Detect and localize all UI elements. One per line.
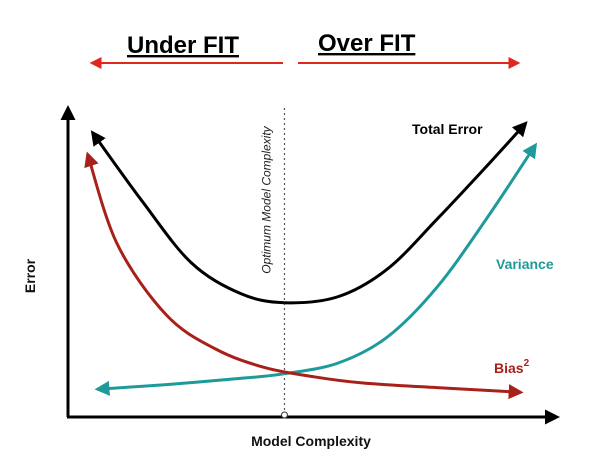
series-total-error-line [90,121,528,305]
x-axis-label: Model Complexity [251,433,371,449]
bias-label-superscript: 2 [524,358,530,369]
y-axis-label: Error [22,258,38,293]
bias-label-text: Bias [494,360,524,376]
under-fit-label: Under FIT [127,32,239,59]
optimum-label: Optimum Model Complexity [259,125,273,273]
over-fit-label: Over FIT [318,30,416,57]
optimum-marker [280,411,288,419]
bias-label: Bias2 [494,358,530,376]
total-error-label: Total Error [412,121,483,137]
variance-label: Variance [496,256,554,272]
series-bias-line [84,151,524,400]
series-variance-line [94,142,538,396]
